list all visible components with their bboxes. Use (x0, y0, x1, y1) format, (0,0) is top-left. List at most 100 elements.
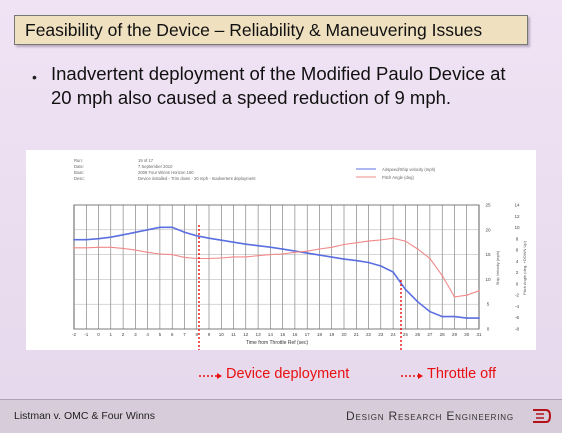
series-point-pitch (85, 246, 88, 249)
series-point-pitch (478, 289, 480, 292)
x-axis-label: Time from Throttle Ref (sec) (246, 340, 309, 346)
x-tick-label: 7 (183, 332, 186, 337)
series-point-pitch (232, 256, 235, 258)
series-point-pitch (441, 274, 444, 277)
header-value: 7 September 2010 (138, 164, 173, 169)
series-point-pitch (97, 246, 100, 249)
series-point-speed (465, 317, 468, 319)
chart-area: Run: Date: Boat: Desc: 19 of 17 7 Septem… (26, 150, 536, 350)
x-tick-label: 8 (195, 332, 198, 337)
y2-tick-label: 2 (516, 270, 519, 275)
series-point-pitch (294, 251, 296, 254)
x-tick-label: 9 (208, 332, 211, 337)
x-tick-label: 22 (366, 332, 372, 337)
series-point-speed (343, 258, 345, 260)
x-tick-label: 6 (171, 332, 174, 337)
x-tick-label: 21 (354, 332, 360, 337)
series-point-speed (306, 252, 309, 254)
title-box: Feasibility of the Device – Reliability … (14, 15, 528, 45)
dre-logo-icon (533, 409, 552, 423)
y-tick-label: 15 (485, 252, 491, 257)
x-tick-label: 16 (292, 332, 298, 337)
series-point-speed (257, 244, 259, 247)
series-point-speed (478, 317, 480, 319)
x-tick-label: 3 (134, 332, 137, 337)
series-point-speed (441, 315, 444, 318)
series-point-speed (146, 228, 149, 231)
y2-tick-label: -8 (515, 327, 520, 332)
series-point-pitch (134, 249, 137, 251)
series-point-speed (453, 315, 456, 318)
series-point-speed (134, 231, 137, 234)
series-point-speed (355, 259, 358, 262)
y-tick-label: 0 (487, 327, 490, 332)
series-point-speed (429, 310, 431, 313)
y2-tick-label: 0 (516, 281, 519, 286)
x-tick-label: 15 (280, 332, 286, 337)
bullet-dot-icon: • (32, 69, 37, 85)
series-point-speed (195, 234, 198, 237)
legend-label: Pitch Angle (deg) (382, 175, 414, 180)
series-point-speed (122, 233, 124, 236)
series-point-speed (171, 226, 174, 229)
series-point-speed (269, 246, 272, 249)
header-value: 19 of 17 (138, 158, 154, 163)
x-tick-label: 17 (305, 332, 311, 337)
grid (73, 204, 480, 330)
series-point-speed (379, 265, 382, 267)
series-point-pitch (73, 246, 75, 249)
throttle-arrowhead (418, 373, 423, 379)
series-point-pitch (183, 256, 186, 259)
series-point-pitch (318, 248, 321, 250)
series-point-pitch (109, 246, 112, 249)
series-line-speed (74, 226, 479, 319)
y-tick-label: 20 (485, 227, 491, 232)
series-point-speed (367, 261, 370, 264)
series-point-speed (220, 239, 223, 242)
x-tick-label: 29 (452, 332, 458, 337)
x-tick-label: 18 (317, 332, 323, 337)
x-tick-label: -2 (72, 332, 77, 337)
series-point-pitch (146, 251, 149, 254)
series-point-speed (208, 237, 210, 240)
header-label: Run: (74, 158, 83, 163)
footer-company: Design Research Engineering (346, 409, 514, 423)
chart-header: Run: Date: Boat: Desc: 19 of 17 7 Septem… (74, 158, 436, 181)
x-tick-label: 24 (391, 332, 397, 337)
series-point-speed (109, 236, 112, 239)
header-label: Date: (74, 164, 84, 169)
x-tick-label: 12 (243, 332, 249, 337)
series-point-pitch (244, 256, 247, 258)
x-tick-label: 25 (403, 332, 409, 337)
series-point-pitch (208, 257, 210, 260)
y2-tick-label: 6 (516, 248, 519, 253)
series-point-speed (73, 238, 75, 241)
y2-axis-label: Pitch Angle (deg, +DOWN Up) (522, 240, 527, 295)
header-value: Device installed - Trim down - 20 mph - … (138, 176, 256, 181)
series-point-pitch (220, 257, 223, 259)
axis-ticks: -2 -1 0 1 2 3 4 5 6 7 8 9 10 11 12 13 14 15 16 17 18 19 20 21 22… (72, 203, 520, 338)
series-point-pitch (392, 237, 394, 240)
series-point-pitch (343, 243, 345, 246)
y2-tick-label: 12 (514, 214, 520, 219)
series-point-speed (232, 241, 235, 244)
series-point-speed (97, 237, 100, 240)
series-point-speed (330, 256, 333, 258)
x-tick-label: 30 (464, 332, 470, 337)
throttle-callout: Throttle off (427, 366, 497, 382)
series-point-speed (281, 248, 284, 250)
series-point-speed (244, 243, 247, 246)
slide-title: Feasibility of the Device – Reliability … (25, 20, 483, 40)
series-point-pitch (269, 253, 272, 256)
series-point-pitch (453, 296, 456, 298)
x-tick-label: 26 (415, 332, 421, 337)
y-axis-label: Ship Velocity (mph) (495, 250, 500, 285)
series-point-pitch (195, 257, 198, 260)
legend-label: Airspeed/Ship velocity (mph) (382, 167, 436, 172)
x-tick-label: 20 (341, 332, 347, 337)
series-point-speed (183, 231, 186, 234)
x-tick-label: 13 (256, 332, 262, 337)
y-tick-label: 25 (485, 203, 491, 208)
